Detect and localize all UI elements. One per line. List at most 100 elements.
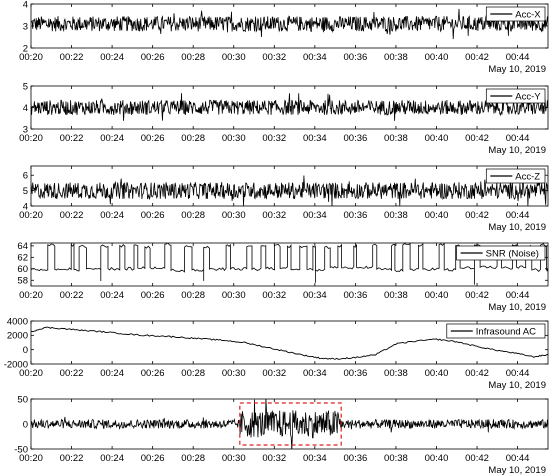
x-tick-label: 00:20 (19, 133, 43, 144)
x-tick-label: 00:32 (262, 210, 286, 221)
x-tick-label: 00:28 (181, 453, 205, 464)
x-tick-label: 00:36 (344, 133, 368, 144)
legend: Acc-Y (485, 88, 546, 104)
x-tick-label: 00:20 (19, 368, 43, 379)
date-label: May 10, 2019 (488, 145, 546, 156)
x-tick-label: 00:36 (344, 210, 368, 221)
x-tick-label: 00:34 (303, 290, 327, 301)
legend: SNR (Noise) (456, 245, 546, 261)
series-line (31, 326, 548, 360)
y-tick-label: 62 (17, 253, 28, 264)
x-tick-label: 00:22 (60, 52, 84, 63)
x-tick-label: 00:42 (465, 453, 489, 464)
x-tick-label: 00:30 (222, 52, 246, 63)
y-tick-label: 4 (23, 201, 28, 212)
axes-box (30, 165, 549, 207)
x-tick-label: 00:20 (19, 210, 43, 221)
series-line (31, 243, 548, 285)
legend-box (456, 245, 546, 261)
x-tick-label: 00:44 (506, 290, 530, 301)
x-tick-label: 00:30 (222, 368, 246, 379)
panel-3: 00:20 00:22 00:24 00:26 00:28 00:30 00:32 00:34… (19, 165, 549, 233)
y-tick-label: 4 (23, 103, 28, 114)
x-tick-label: 00:40 (425, 133, 449, 144)
x-tick-label: 00:34 (303, 210, 327, 221)
legend-label: SNR (Noise) (486, 248, 539, 259)
y-tick-label: 2 (23, 43, 28, 54)
x-tick-label: 00:42 (465, 52, 489, 63)
y-tick-label: 3 (23, 21, 28, 32)
x-tick-label: 00:32 (262, 368, 286, 379)
y-tick-label: 4000 (7, 316, 28, 327)
series-line (31, 399, 548, 449)
x-tick-label: 00:32 (262, 52, 286, 63)
x-tick-label: 00:28 (181, 290, 205, 301)
x-tick-label: 00:36 (344, 453, 368, 464)
x-tick-label: 00:30 (222, 453, 246, 464)
x-tick-label: 00:42 (465, 368, 489, 379)
date-label: May 10, 2019 (488, 222, 546, 233)
x-tick-label: 00:24 (100, 133, 124, 144)
legend-box (485, 168, 546, 184)
x-tick-label: 00:24 (100, 368, 124, 379)
legend-label: Acc-Y (515, 91, 541, 102)
series-line (31, 175, 548, 206)
x-tick-label: 00:36 (344, 368, 368, 379)
x-tick-label: 00:24 (100, 52, 124, 63)
y-tick-label: 64 (17, 241, 28, 252)
x-tick-label: 00:22 (60, 368, 84, 379)
legend-box (446, 323, 546, 339)
legend: Infrasound AC (446, 323, 546, 339)
legend-label: Acc-X (515, 9, 541, 20)
panel-4: 00:20 00:22 00:24 00:26 00:28 00:30 00:32 00:34… (17, 241, 549, 313)
legend: Acc-Z (485, 168, 546, 184)
x-tick-label: 00:44 (506, 453, 530, 464)
y-tick-label: 6 (23, 171, 28, 182)
x-tick-label: 00:44 (506, 210, 530, 221)
x-tick-label: 00:40 (425, 290, 449, 301)
x-tick-label: 00:38 (384, 210, 408, 221)
x-tick-label: 00:38 (384, 453, 408, 464)
x-tick-label: 00:22 (60, 210, 84, 221)
x-tick-label: 00:22 (60, 133, 84, 144)
x-tick-label: 00:40 (425, 210, 449, 221)
date-label: May 10, 2019 (488, 465, 546, 476)
x-tick-label: 00:44 (506, 52, 530, 63)
x-tick-label: 00:26 (141, 368, 165, 379)
highlight-box (239, 402, 342, 446)
y-tick-label: 5 (23, 81, 28, 92)
x-tick-label: 00:32 (262, 290, 286, 301)
x-tick-label: 00:26 (141, 52, 165, 63)
y-tick-label: -50 (14, 444, 28, 455)
date-label: May 10, 2019 (488, 302, 546, 313)
x-tick-label: 00:20 (19, 453, 43, 464)
x-tick-label: 00:38 (384, 290, 408, 301)
x-tick-label: 00:36 (344, 290, 368, 301)
y-tick-label: 3 (23, 124, 28, 135)
x-tick-label: 00:24 (100, 210, 124, 221)
x-tick-label: 00:42 (465, 210, 489, 221)
x-tick-label: 00:20 (19, 290, 43, 301)
x-tick-label: 00:36 (344, 52, 368, 63)
x-tick-label: 00:26 (141, 453, 165, 464)
y-tick-label: -2000 (4, 359, 28, 370)
y-tick-label: 0 (23, 419, 28, 430)
x-tick-label: 00:32 (262, 133, 286, 144)
series-line (31, 93, 548, 121)
legend-label: Infrasound AC (476, 326, 536, 337)
x-tick-label: 00:24 (100, 453, 124, 464)
x-tick-label: 00:22 (60, 290, 84, 301)
x-tick-label: 00:34 (303, 52, 327, 63)
panel-6: 00:20 00:22 00:24 00:26 00:28 00:30 00:32 00:34… (14, 394, 549, 476)
x-tick-label: 00:30 (222, 290, 246, 301)
y-tick-label: 60 (17, 264, 28, 275)
panel-1: 00:20 00:22 00:24 00:26 00:28 00:30 00:32 00:34… (19, 0, 549, 75)
legend-box (485, 6, 546, 22)
x-tick-label: 00:26 (141, 133, 165, 144)
x-tick-label: 00:44 (506, 368, 530, 379)
x-tick-label: 00:26 (141, 290, 165, 301)
x-tick-label: 00:30 (222, 210, 246, 221)
date-label: May 10, 2019 (488, 64, 546, 75)
x-tick-label: 00:38 (384, 133, 408, 144)
x-tick-label: 00:38 (384, 52, 408, 63)
